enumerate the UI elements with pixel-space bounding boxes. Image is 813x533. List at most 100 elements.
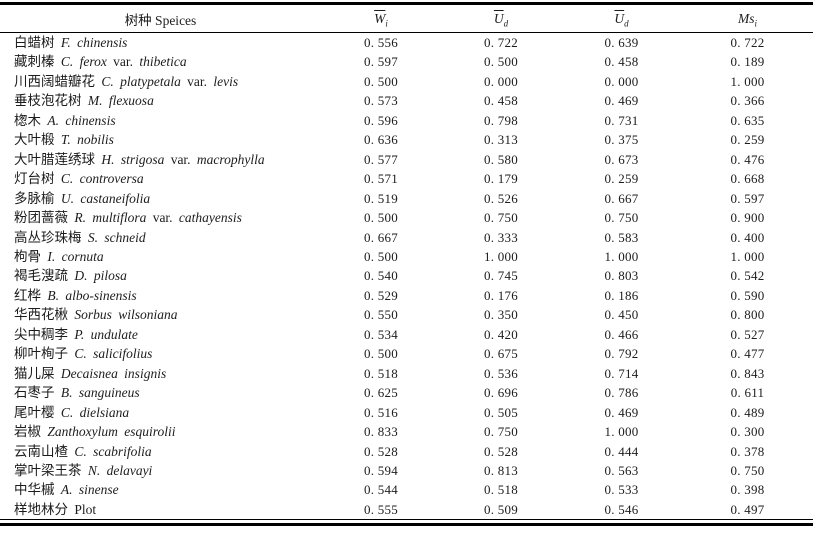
table-row: 白蜡树 F. chinensis 0. 556 0. 722 0. 639 0. 722: [0, 33, 813, 53]
species-name-cn: 粉团蔷薇: [14, 210, 68, 226]
value-cell: 0. 516: [363, 404, 399, 420]
value-cell: 0. 833: [363, 424, 399, 440]
value-cell: 0. 714: [604, 365, 639, 381]
species-cell: 白蜡树 F. chinensis: [0, 33, 321, 53]
species-name-latin: U. castaneifolia: [60, 190, 151, 206]
species-name-cn: 灯台树: [14, 171, 55, 187]
value-cell: 0. 398: [730, 482, 765, 498]
species-name-latin: S. schneid: [87, 229, 146, 245]
var-label: var.: [180, 73, 214, 89]
species-cell: 石枣子 B. sanguineus: [0, 383, 321, 402]
value-cell: 0. 786: [604, 385, 639, 401]
species-name-latin: D. pilosa: [74, 268, 127, 284]
species-cell: 楤木 A. chinensis: [0, 111, 321, 130]
species-name-latin: C. scabrifolia: [74, 443, 152, 459]
species-name-cn: 猫儿屎: [14, 365, 55, 381]
species-cell: 岩椒 Zanthoxylum esquirolii: [0, 422, 321, 441]
value-cell: 0. 350: [483, 307, 519, 323]
value-cell: 0. 420: [483, 326, 519, 342]
species-name-latin: cathayensis: [178, 210, 242, 226]
species-name-latin: F. chinensis: [60, 35, 128, 50]
value-cell: 0. 000: [604, 73, 639, 89]
species-name-cn: 枸骨: [14, 248, 41, 264]
ud1-subscript: d: [503, 18, 509, 29]
value-cell: 0. 466: [604, 326, 639, 342]
value-cell: 0. 798: [483, 112, 519, 128]
species-name-cn: 高丛珍珠梅: [14, 229, 82, 245]
value-cell: 0. 583: [604, 229, 639, 245]
value-cell: 0. 673: [604, 151, 639, 167]
table-row: 华西花楸 Sorbus wilsoniana 0. 550 0. 350 0. 450…: [0, 305, 813, 324]
species-name-latin: I. cornuta: [47, 248, 104, 264]
value-cell: 0. 458: [483, 93, 519, 109]
value-cell: 0. 675: [483, 346, 519, 362]
value-cell: 0. 722: [730, 35, 765, 50]
value-cell: 0. 792: [604, 346, 639, 362]
species-name-cn: 岩椒: [14, 424, 41, 440]
table-row: 多脉榆 U. castaneifolia 0. 519 0. 526 0. 667 0.…: [0, 189, 813, 208]
species-name-cn: 柳叶栒子: [14, 346, 68, 362]
species-name-latin: P. undulate: [74, 326, 138, 342]
species-cell: 大叶腊莲绣球 H. strigosa var. macrophylla: [0, 150, 321, 169]
value-cell: 0. 611: [730, 385, 765, 401]
species-name-cn: 褐毛溲疏: [14, 268, 68, 284]
species-cell: 灯台树 C. controversa: [0, 169, 321, 188]
table-row: 枸骨 I. cornuta 0. 500 1. 000 1. 000 1. 000: [0, 247, 813, 266]
ud1-symbol: U: [493, 10, 504, 26]
table-row: 中华槭 A. sinense 0. 544 0. 518 0. 533 0. 398: [0, 480, 813, 499]
value-cell: 0. 731: [604, 112, 639, 128]
species-cell: 藏刺榛 C. ferox var. thibetica: [0, 52, 321, 71]
column-header-ud2: Ud: [561, 5, 682, 33]
value-cell: 0. 000: [483, 73, 519, 89]
table-row: 楤木 A. chinensis 0. 596 0. 798 0. 731 0. 635: [0, 111, 813, 130]
data-table: 树种 Speices Wi Ud Ud Msi 白蜡树 F. chinensis…: [0, 5, 813, 521]
species-name-latin: C. controversa: [60, 171, 144, 187]
value-cell: 0. 526: [483, 190, 519, 206]
value-cell: 0. 550: [363, 307, 399, 323]
species-name-latin: Zanthoxylum esquirolii: [47, 424, 176, 440]
value-cell: 0. 509: [483, 501, 519, 517]
value-cell: 0. 843: [730, 365, 765, 381]
value-cell: 0. 667: [604, 190, 639, 206]
species-name-latin: Plot: [74, 501, 97, 517]
value-cell: 0. 189: [730, 54, 765, 70]
value-cell: 0. 667: [363, 229, 399, 245]
value-cell: 0. 375: [604, 132, 639, 148]
species-name-cn: 川西阔蜡瓣花: [14, 73, 95, 89]
value-cell: 0. 556: [363, 35, 399, 50]
table-row: 尾叶樱 C. dielsiana 0. 516 0. 505 0. 469 0. 489: [0, 403, 813, 422]
species-name-latin: T. nobilis: [60, 132, 114, 148]
value-cell: 0. 668: [730, 171, 765, 187]
value-cell: 0. 450: [604, 307, 639, 323]
species-cell: 粉团蔷薇 R. multiflora var. cathayensis: [0, 208, 321, 227]
value-cell: 0. 366: [730, 93, 765, 109]
value-cell: 0. 750: [604, 210, 639, 226]
species-cell: 红桦 B. albo-sinensis: [0, 286, 321, 305]
species-name-cn: 红桦: [14, 287, 41, 303]
value-cell: 0. 179: [483, 171, 519, 187]
species-cell: 柳叶栒子 C. salicifolius: [0, 344, 321, 363]
value-cell: 0. 800: [730, 307, 765, 323]
value-cell: 0. 500: [483, 54, 519, 70]
species-name-latin: Decaisnea insignis: [60, 365, 167, 381]
value-cell: 0. 534: [363, 326, 399, 342]
species-name-latin: H. strigosa: [101, 151, 165, 167]
ud2-symbol: U: [614, 10, 625, 26]
value-cell: 0. 750: [483, 424, 519, 440]
species-name-latin: N. delavayi: [87, 462, 153, 478]
species-name-latin: C. dielsiana: [60, 404, 130, 420]
value-cell: 0. 497: [730, 501, 765, 517]
value-cell: 0. 696: [483, 385, 519, 401]
species-name-cn: 白蜡树: [14, 35, 55, 50]
value-cell: 0. 636: [363, 132, 399, 148]
var-label: var.: [164, 151, 197, 167]
species-name-latin: M. flexuosa: [87, 93, 154, 109]
value-cell: 0. 542: [730, 268, 765, 284]
table-row: 高丛珍珠梅 S. schneid 0. 667 0. 333 0. 583 0. 400: [0, 228, 813, 247]
value-cell: 0. 528: [363, 443, 399, 459]
species-name-cn: 大叶腊莲绣球: [14, 151, 95, 167]
species-cell: 高丛珍珠梅 S. schneid: [0, 228, 321, 247]
value-cell: 0. 577: [363, 151, 399, 167]
value-cell: 0. 546: [604, 501, 639, 517]
value-cell: 0. 750: [483, 210, 519, 226]
